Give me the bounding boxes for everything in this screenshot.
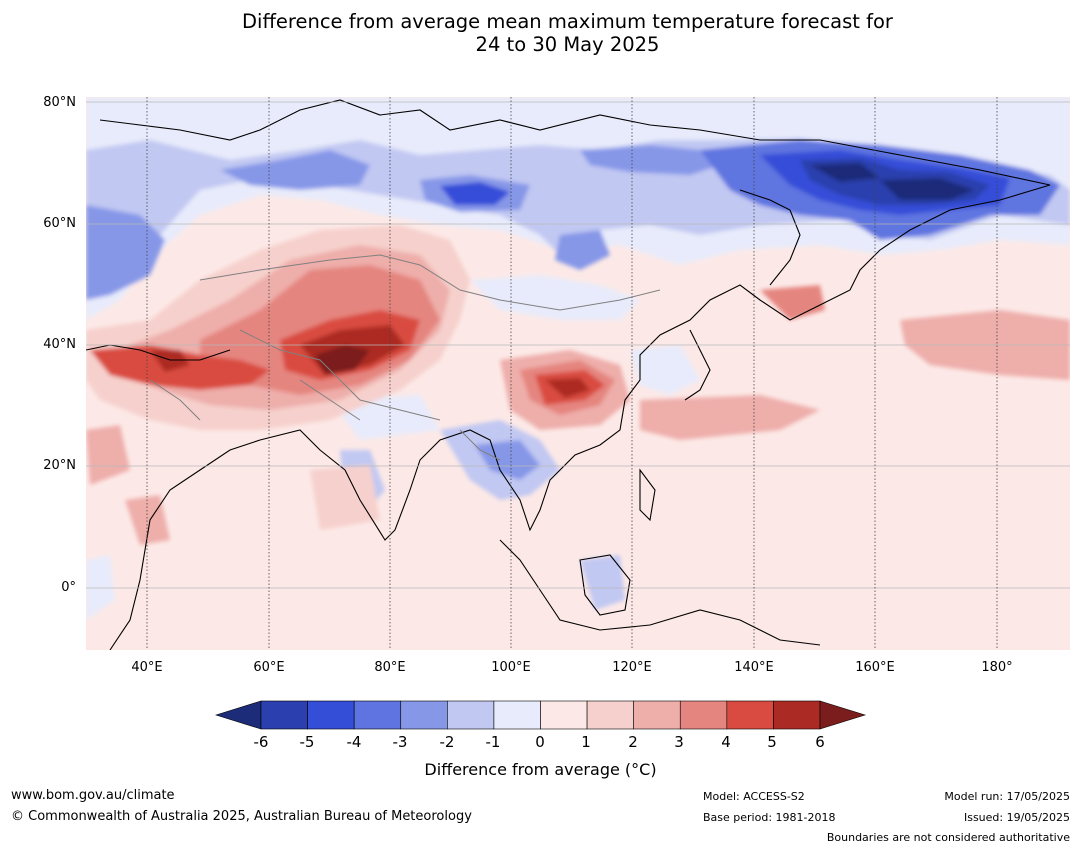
lon-label-100e: 100°E (491, 660, 531, 675)
warm-region-arabia (86, 425, 130, 485)
title-line-1: Difference from average mean maximum tem… (242, 10, 893, 33)
colorbar-segment (586, 700, 634, 730)
colorbar-high-extend (819, 700, 867, 730)
warm-region-indian-ocean (310, 465, 380, 530)
model-run-date: Model run: 17/05/2025 (944, 790, 1070, 803)
lon-label-40e: 40°E (131, 660, 163, 675)
cool-region-central-siberia (580, 145, 720, 175)
colorbar-tick-minus-2: -2 (439, 733, 455, 751)
country-borders (149, 254, 661, 461)
colorbar-segment (447, 700, 495, 730)
cool-region-siberia-core (440, 182, 510, 205)
colorbar-segment (400, 700, 448, 730)
lat-label-20n: 20°N (43, 458, 76, 473)
colorbar-segment (260, 700, 308, 730)
colorbar-segment (353, 700, 402, 730)
cool-region-east-africa (86, 555, 115, 620)
colorbar-segment (726, 700, 774, 730)
warm-region-china-core (545, 378, 590, 398)
colorbar-tick-minus-1: -1 (485, 733, 501, 751)
colorbar-segment (307, 700, 355, 730)
title-line-2: 24 to 30 May 2025 (475, 33, 660, 56)
colorbar-segment (773, 700, 821, 730)
boundaries-disclaimer: Boundaries are not considered authoritat… (826, 831, 1070, 844)
colorbar-segment (540, 700, 588, 730)
colorbar-label: Difference from average (°C) (424, 760, 657, 779)
lon-label-60e: 60°E (253, 660, 285, 675)
model-name: Model: ACCESS-S2 (703, 790, 805, 803)
coastlines (86, 99, 1051, 650)
warm-region-kamchatka-south (760, 285, 825, 320)
map-title: Difference from average mean maximum tem… (0, 10, 1081, 56)
colorbar-tick-0: 0 (535, 733, 545, 751)
colorbar-segment (633, 700, 681, 730)
colorbar-tick-2: 2 (628, 733, 638, 751)
cool-region-urals (220, 150, 370, 190)
lat-label-40n: 40°N (43, 337, 76, 352)
lon-label-80e: 80°E (374, 660, 406, 675)
longitude-gridlines (146, 97, 998, 650)
lon-label-180: 180° (981, 660, 1013, 675)
colorbar-tick-3: 3 (674, 733, 684, 751)
colorbar-tick-minus-4: -4 (346, 733, 362, 751)
issued-date: Issued: 19/05/2025 (963, 811, 1070, 824)
warm-region-caspian-core (150, 350, 190, 372)
colorbar-tick-minus-5: -5 (299, 733, 315, 751)
lat-label-80n: 80°N (43, 95, 76, 110)
lon-label-120e: 120°E (612, 660, 652, 675)
copyright-text: © Commonwealth of Australia 2025, Austra… (11, 809, 472, 824)
colorbar-low-extend (214, 700, 262, 730)
colorbar-tick-minus-6: -6 (253, 733, 269, 751)
colorbar-segments (260, 700, 821, 730)
warm-region-west-pacific (640, 395, 820, 440)
cool-region-baikal (555, 230, 610, 270)
lat-label-60n: 60°N (43, 216, 76, 231)
lon-label-140e: 140°E (734, 660, 774, 675)
colorbar-tick-minus-3: -3 (392, 733, 408, 751)
colorbar-segment (493, 700, 541, 730)
colorbar-segment (679, 700, 728, 730)
map-field (86, 97, 1070, 650)
warm-region-central-asia-core (315, 345, 370, 375)
colorbar (214, 700, 867, 730)
cool-region-east-siberia-core (810, 163, 975, 200)
cool-region-indochina-core (475, 440, 540, 480)
lat-label-0: 0° (61, 580, 76, 595)
base-period: Base period: 1981-2018 (703, 811, 836, 824)
colorbar-tick-4: 4 (721, 733, 731, 751)
cool-region-west-russia (86, 205, 165, 300)
colorbar-tick-6: 6 (815, 733, 825, 751)
latitude-gridlines (86, 101, 1070, 589)
cool-region-borneo (580, 555, 625, 610)
colorbar-tick-1: 1 (581, 733, 591, 751)
lon-label-160e: 160°E (855, 660, 895, 675)
cool-region-korea (630, 345, 700, 395)
website-link[interactable]: www.bom.gov.au/climate (11, 788, 175, 803)
cool-region-mongolia (470, 275, 640, 320)
colorbar-tick-5: 5 (767, 733, 777, 751)
